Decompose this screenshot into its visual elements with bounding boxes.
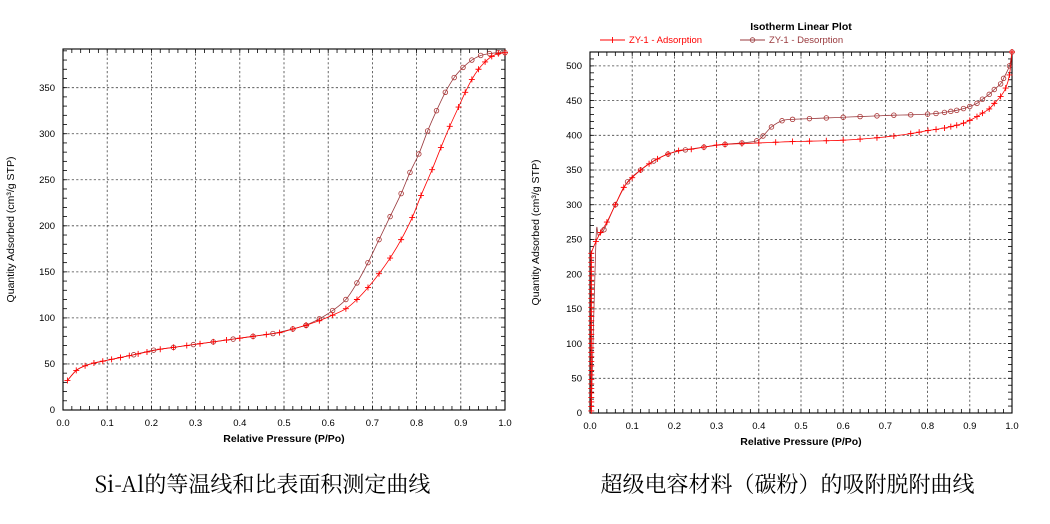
svg-text:150: 150 [39,267,55,278]
svg-text:400: 400 [566,131,582,142]
svg-text:50: 50 [571,373,582,384]
svg-text:Isotherm Linear Plot: Isotherm Linear Plot [750,21,852,33]
svg-text:0.3: 0.3 [189,418,202,429]
svg-text:0.1: 0.1 [626,421,639,432]
svg-text:0.9: 0.9 [963,421,976,432]
svg-text:0.0: 0.0 [583,421,596,432]
svg-text:ZY-1 - Adsorption: ZY-1 - Adsorption [629,35,702,46]
svg-text:150: 150 [566,304,582,315]
svg-text:50: 50 [44,359,55,370]
svg-text:0.3: 0.3 [710,421,723,432]
svg-text:Quantity Adsorbed (cm³/g STP): Quantity Adsorbed (cm³/g STP) [530,160,542,306]
svg-text:Relative Pressure (P/Po): Relative Pressure (P/Po) [740,436,861,448]
svg-text:0.1: 0.1 [101,418,114,429]
svg-text:500: 500 [566,61,582,72]
svg-text:350: 350 [39,83,55,94]
svg-text:100: 100 [39,313,55,324]
svg-text:Relative Pressure (P/Po): Relative Pressure (P/Po) [223,433,344,445]
svg-text:0.8: 0.8 [921,421,934,432]
svg-text:0: 0 [577,408,582,419]
svg-text:0.7: 0.7 [879,421,892,432]
svg-text:200: 200 [39,221,55,232]
svg-text:300: 300 [566,200,582,211]
svg-text:0.4: 0.4 [233,418,246,429]
svg-text:350: 350 [566,165,582,176]
svg-text:0.2: 0.2 [145,418,158,429]
svg-text:0.6: 0.6 [322,418,335,429]
svg-text:0.5: 0.5 [794,421,807,432]
svg-text:0.6: 0.6 [837,421,850,432]
svg-text:0.9: 0.9 [454,418,467,429]
svg-text:300: 300 [39,129,55,140]
svg-text:100: 100 [566,339,582,350]
svg-text:250: 250 [566,235,582,246]
svg-text:0: 0 [50,405,55,416]
svg-text:1.0: 1.0 [498,418,511,429]
svg-text:1.0: 1.0 [1005,421,1018,432]
svg-text:0.0: 0.0 [56,418,69,429]
svg-text:250: 250 [39,175,55,186]
svg-text:Quantity Adsorbed (cm³/g STP): Quantity Adsorbed (cm³/g STP) [5,157,17,303]
svg-text:450: 450 [566,96,582,107]
svg-text:200: 200 [566,269,582,280]
svg-text:0.5: 0.5 [277,418,290,429]
svg-text:0.8: 0.8 [410,418,423,429]
svg-text:ZY-1 - Desorption: ZY-1 - Desorption [769,35,843,46]
svg-text:0.4: 0.4 [752,421,765,432]
svg-text:0.7: 0.7 [366,418,379,429]
svg-text:0.2: 0.2 [668,421,681,432]
